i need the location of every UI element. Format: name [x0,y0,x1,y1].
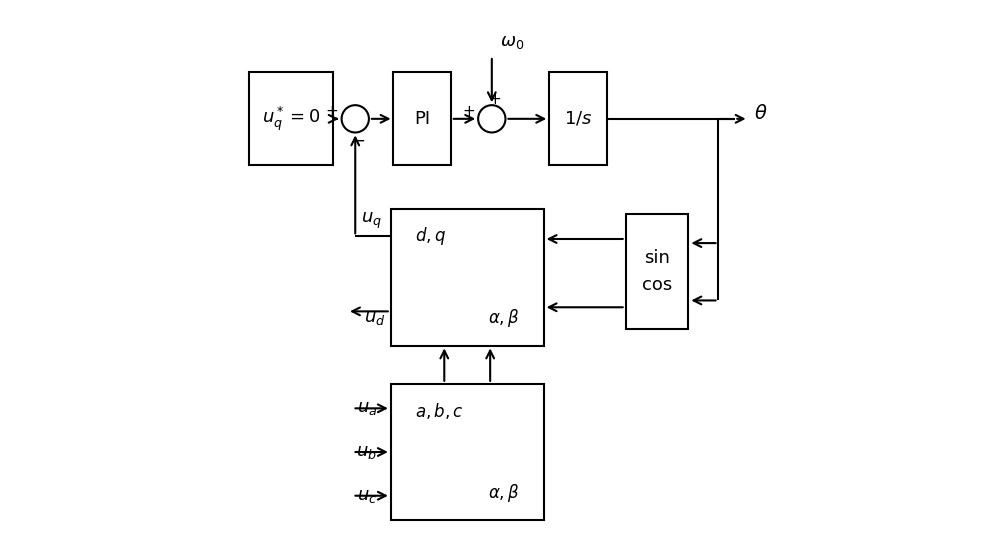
Text: sin: sin [644,249,670,267]
Text: $\alpha,\beta$: $\alpha,\beta$ [488,482,519,504]
Text: $u_c$: $u_c$ [357,487,377,505]
Circle shape [478,105,505,132]
Text: $u_a$: $u_a$ [357,399,377,417]
Text: $\omega_0$: $\omega_0$ [500,32,524,51]
Text: −: − [351,132,365,150]
Text: $\alpha,\beta$: $\alpha,\beta$ [488,307,519,329]
Text: $u_q^*=0$: $u_q^*=0$ [262,105,320,133]
Bar [626,215,688,329]
Text: $d,q$: $d,q$ [415,225,446,247]
Text: PI: PI [414,110,430,128]
Text: $a,b,c$: $a,b,c$ [415,401,464,421]
Text: +: + [488,92,501,107]
Bar [391,384,544,520]
Text: +: + [462,104,475,120]
Text: $u_q$: $u_q$ [361,211,382,231]
Bar [249,72,333,165]
Circle shape [342,105,369,132]
Bar [391,209,544,345]
Bar [393,72,451,165]
Text: $1/s$: $1/s$ [564,110,592,128]
Text: +: + [325,104,338,120]
Bar [549,72,607,165]
Text: $\theta$: $\theta$ [754,104,768,123]
Text: cos: cos [642,277,672,294]
Text: $u_b$: $u_b$ [356,443,377,461]
Text: $u_d$: $u_d$ [364,309,385,327]
